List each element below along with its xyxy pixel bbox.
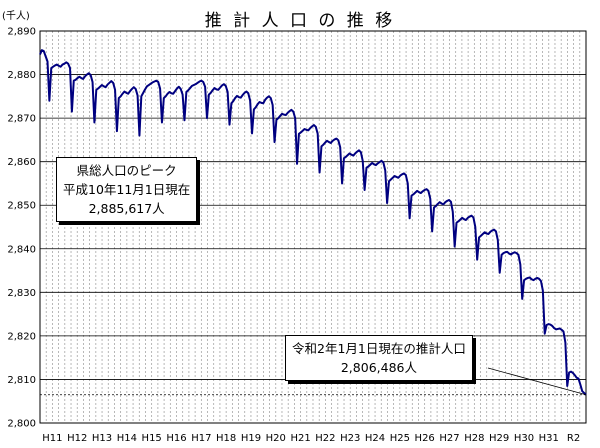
y-tick-label: 2,890 [7,27,36,38]
plot-frame [39,30,587,424]
x-tick-label: H14 [117,433,137,444]
x-tick-label: H12 [67,433,87,444]
x-tick-label: H25 [390,433,410,444]
x-tick-label: H21 [290,433,310,444]
peak-annotation-line-3: 2,885,617人 [88,201,165,216]
current-annotation: 令和2年1月1日現在の推計人口 2,806,486人 [285,335,473,381]
x-tick-label: H16 [166,433,186,444]
y-tick-label: 2,800 [7,419,36,430]
x-tick-label: R2 [567,433,580,444]
chart-title: 推 計 人 口 の 推 移 [204,11,396,31]
y-tick-label: 2,870 [7,114,36,125]
x-tick-label: H13 [92,433,112,444]
peak-annotation-line-2: 平成10年11月1日現在 [63,182,191,197]
x-tick-label: H31 [539,433,559,444]
y-tick-label: 2,880 [7,70,36,81]
y-tick-label: 2,820 [7,331,36,342]
y-tick-label: 2,850 [7,201,36,212]
x-tick-label: H19 [241,433,261,444]
x-tick-label: H30 [514,433,534,444]
y-axis-unit: (千人) [2,11,30,22]
x-tick-label: H27 [439,433,459,444]
x-tick-label: H11 [42,433,62,444]
x-tick-label: H15 [142,433,162,444]
x-tick-label: H29 [489,433,509,444]
current-annotation-line-2: 2,806,486人 [340,360,417,375]
x-tick-label: H17 [191,433,211,444]
x-tick-label: H18 [216,433,236,444]
peak-annotation: 県総人口のピーク 平成10年11月1日現在 2,885,617人 [56,157,198,222]
y-tick-label: 2,810 [7,375,36,386]
y-tick-label: 2,830 [7,288,36,299]
current-annotation-line-1: 令和2年1月1日現在の推計人口 [292,341,466,356]
y-tick-label: 2,840 [7,244,36,255]
peak-annotation-line-1: 県総人口のピーク [76,163,177,178]
x-tick-label: H28 [464,433,484,444]
x-tick-label: H22 [315,433,335,444]
current-annotation-leader-line [487,367,587,396]
x-tick-label: H26 [415,433,435,444]
x-tick-label: H24 [365,433,385,444]
y-tick-label: 2,860 [7,157,36,168]
x-tick-label: H23 [340,433,360,444]
population-series-line [39,49,587,396]
x-tick-label: H20 [266,433,286,444]
